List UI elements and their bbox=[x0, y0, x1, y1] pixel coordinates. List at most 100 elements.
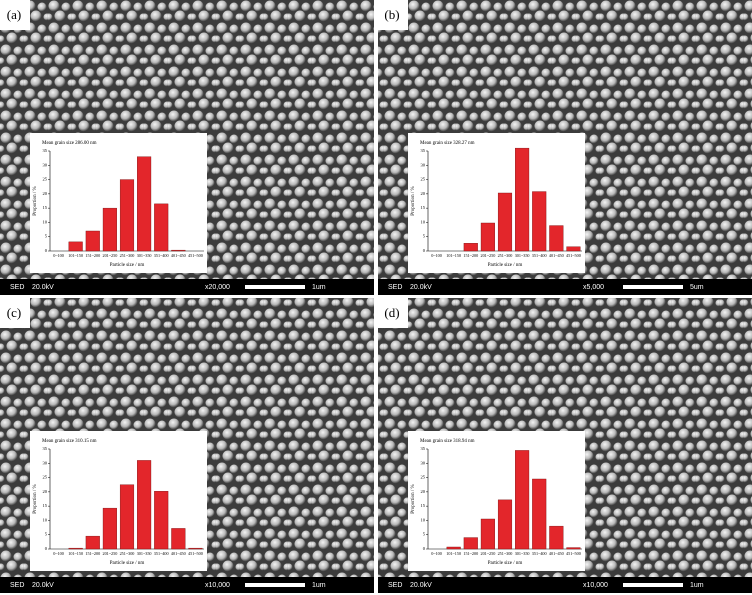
x-axis-label: Particle size / nm bbox=[110, 263, 145, 268]
panel-label: (d) bbox=[384, 305, 399, 320]
y-tick-label: 10 bbox=[43, 517, 48, 522]
magnification: x5,000 bbox=[583, 284, 604, 291]
y-axis-label: Proportion / % bbox=[411, 484, 416, 513]
chart-title: Mean grain size 328.27 nm bbox=[420, 141, 475, 146]
bar bbox=[171, 528, 186, 550]
bar bbox=[480, 518, 495, 550]
bar bbox=[171, 249, 186, 252]
x-tick-label: 151~200 bbox=[463, 253, 478, 258]
x-tick-label: 401~450 bbox=[171, 551, 186, 556]
y-tick-label: 0 bbox=[45, 546, 48, 551]
y-tick-label: 5 bbox=[423, 532, 426, 537]
y-tick-label: 5 bbox=[45, 532, 48, 537]
bar bbox=[137, 156, 152, 252]
x-tick-label: 201~250 bbox=[480, 253, 495, 258]
detector: SED bbox=[388, 582, 402, 589]
y-tick-label: 20 bbox=[421, 489, 426, 494]
label-box bbox=[0, 298, 30, 328]
bar bbox=[549, 225, 564, 252]
x-tick-label: 151~200 bbox=[85, 253, 100, 258]
bar bbox=[188, 547, 203, 550]
bar bbox=[85, 535, 100, 550]
x-tick-label: 0~100 bbox=[431, 551, 442, 556]
panel-label: (c) bbox=[7, 305, 21, 320]
x-tick-label: 201~250 bbox=[102, 253, 117, 258]
detector: SED bbox=[10, 284, 24, 291]
x-tick-label: 0~100 bbox=[53, 551, 64, 556]
y-tick-label: 25 bbox=[421, 475, 426, 480]
x-tick-label: 401~450 bbox=[549, 551, 564, 556]
y-axis-label: Proportion / % bbox=[33, 186, 38, 215]
scale-bar bbox=[623, 583, 683, 587]
y-tick-label: 15 bbox=[421, 503, 426, 508]
y-tick-label: 15 bbox=[43, 205, 48, 210]
x-tick-label: 101~150 bbox=[446, 551, 461, 556]
y-tick-label: 35 bbox=[43, 148, 48, 153]
chart-title: Mean grain size 318.94 nm bbox=[420, 439, 475, 444]
bar bbox=[68, 547, 83, 550]
x-tick-label: 251~300 bbox=[120, 253, 135, 258]
scale: 5um bbox=[690, 284, 704, 291]
y-tick-label: 30 bbox=[421, 162, 426, 167]
x-axis-label: Particle size / nm bbox=[488, 561, 523, 566]
y-axis-label: Proportion / % bbox=[33, 484, 38, 513]
y-axis-label: Proportion / % bbox=[411, 186, 416, 215]
scale: 1um bbox=[312, 284, 326, 291]
magnification: x10,000 bbox=[583, 582, 608, 589]
inset bbox=[30, 133, 207, 273]
y-tick-label: 0 bbox=[45, 248, 48, 253]
scale: 1um bbox=[312, 582, 326, 589]
y-tick-label: 30 bbox=[43, 460, 48, 465]
bar bbox=[532, 191, 547, 252]
bar bbox=[497, 192, 513, 252]
bar bbox=[446, 546, 461, 550]
y-tick-label: 30 bbox=[43, 162, 48, 167]
label-box bbox=[378, 0, 408, 30]
x-tick-label: 151~200 bbox=[85, 551, 100, 556]
x-tick-label: 0~100 bbox=[431, 253, 442, 258]
y-tick-label: 0 bbox=[423, 248, 426, 253]
label-box bbox=[0, 0, 30, 30]
y-tick-label: 5 bbox=[45, 234, 48, 239]
x-tick-label: 451~500 bbox=[188, 551, 203, 556]
bar bbox=[119, 179, 135, 252]
scale-bar bbox=[245, 583, 305, 587]
x-tick-label: 451~500 bbox=[566, 551, 581, 556]
x-tick-label: 301~350 bbox=[515, 551, 530, 556]
x-tick-label: 151~200 bbox=[463, 551, 478, 556]
x-tick-label: 201~250 bbox=[102, 551, 117, 556]
chart-title: Mean grain size 286.00 nm bbox=[42, 141, 97, 146]
x-tick-label: 251~300 bbox=[498, 551, 513, 556]
x-tick-label: 201~250 bbox=[480, 551, 495, 556]
bar bbox=[566, 547, 581, 550]
y-tick-label: 25 bbox=[43, 475, 48, 480]
info-bar bbox=[0, 279, 374, 295]
y-tick-label: 35 bbox=[421, 446, 426, 451]
bar bbox=[154, 203, 169, 252]
panel: (d) SED 20.0kV x10,000 1um Mean grain size 31… bbox=[378, 298, 752, 593]
panel-label: (b) bbox=[384, 7, 399, 22]
x-tick-label: 401~450 bbox=[171, 253, 186, 258]
scale-bar bbox=[623, 285, 683, 289]
info-bar bbox=[378, 279, 752, 295]
y-tick-label: 35 bbox=[421, 148, 426, 153]
x-tick-label: 301~350 bbox=[137, 551, 152, 556]
x-tick-label: 451~500 bbox=[566, 253, 581, 258]
bar bbox=[463, 243, 478, 252]
detector: SED bbox=[10, 582, 24, 589]
x-tick-label: 101~150 bbox=[68, 551, 83, 556]
panel: (a) SED 20.0kV x20,000 1um Mean grain size 28… bbox=[0, 0, 374, 295]
bar bbox=[137, 460, 152, 550]
bar bbox=[497, 499, 513, 550]
info-bar bbox=[378, 577, 752, 593]
y-tick-label: 15 bbox=[421, 205, 426, 210]
bar bbox=[154, 491, 169, 550]
scale-bar bbox=[245, 285, 305, 289]
x-tick-label: 251~300 bbox=[120, 551, 135, 556]
bar bbox=[102, 507, 117, 550]
chart-title: Mean grain size 310.15 nm bbox=[42, 439, 97, 444]
x-tick-label: 101~150 bbox=[68, 253, 83, 258]
voltage: 20.0kV bbox=[32, 284, 54, 291]
magnification: x20,000 bbox=[205, 284, 230, 291]
